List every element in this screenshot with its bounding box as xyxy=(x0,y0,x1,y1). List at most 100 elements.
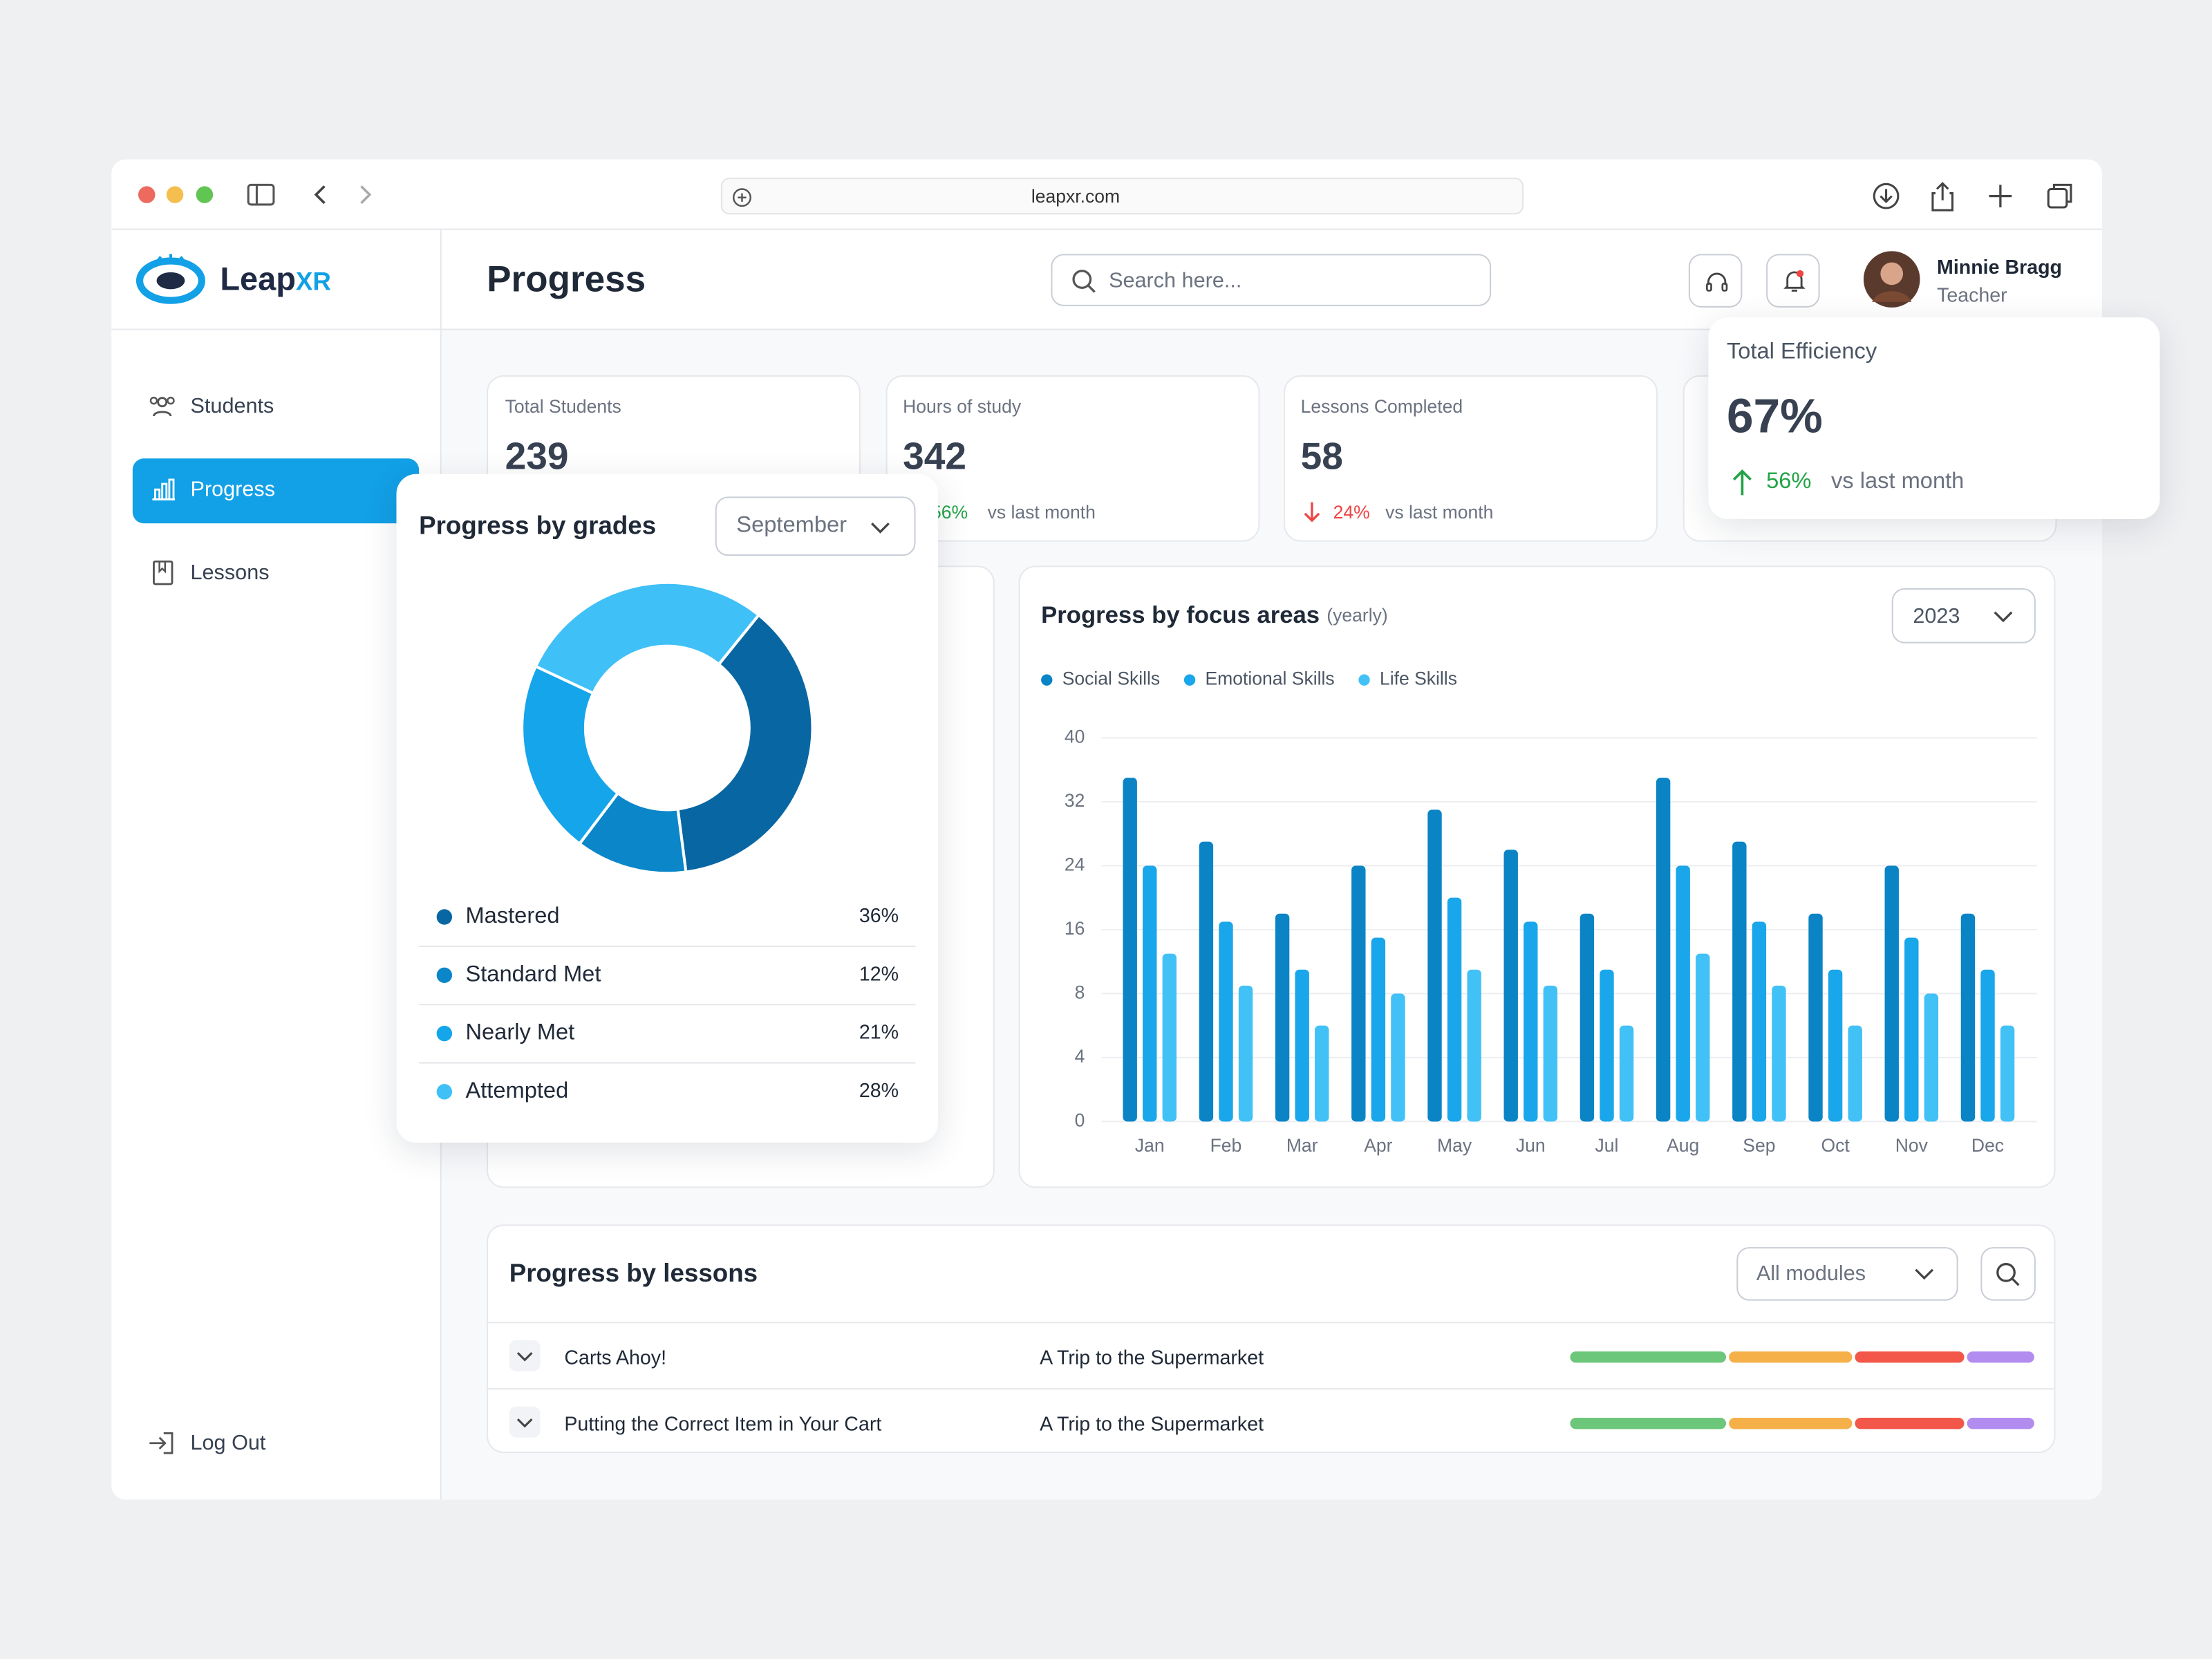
value-label: 21% xyxy=(859,1022,899,1044)
progress-segment xyxy=(1967,1418,2034,1430)
expand-button[interactable] xyxy=(509,1340,541,1371)
bar xyxy=(1238,985,1253,1122)
bar xyxy=(1467,969,1481,1122)
lesson-name: Putting the Correct Item in Your Cart xyxy=(564,1412,882,1435)
efficiency-note: vs last month xyxy=(1830,469,1965,494)
legend-label: Mastered xyxy=(465,902,559,928)
modules-dropdown[interactable]: All modules xyxy=(1736,1247,1958,1301)
chevron xyxy=(516,1418,533,1428)
grades-popup: Progress by grades September Mastered 36%… xyxy=(396,474,939,1143)
progress-bar xyxy=(1570,1351,2034,1363)
y-tick-label: 16 xyxy=(1065,918,1085,939)
progress-segment xyxy=(1570,1418,1727,1430)
stat-change: 24% xyxy=(1333,501,1370,523)
legend-label: Emotional Skills xyxy=(1206,668,1335,689)
students-icon xyxy=(149,396,175,417)
donut-slice xyxy=(534,581,761,695)
search-placeholder: Search here... xyxy=(1109,268,1242,293)
efficiency-card: Total Efficiency 67% 56% vs last month xyxy=(1708,317,2160,520)
url-bar[interactable]: leapxr.com xyxy=(720,178,1524,215)
x-tick-label: Dec xyxy=(1971,1135,2004,1156)
lesson-row: Carts Ahoy! A Trip to the Supermarket xyxy=(488,1322,2054,1388)
x-tick-label: Apr xyxy=(1364,1135,1392,1156)
lessons-search[interactable] xyxy=(1980,1247,2036,1301)
y-tick-label: 0 xyxy=(1075,1109,1085,1130)
avatar[interactable] xyxy=(1863,251,1920,308)
progress-segment xyxy=(1729,1418,1853,1430)
stat-label: Lessons Completed xyxy=(1300,395,1463,418)
lessons-rows: Carts Ahoy! A Trip to the Supermarket Putt… xyxy=(488,1322,2054,1454)
bar xyxy=(1656,778,1671,1122)
nav-item[interactable]: Students xyxy=(190,394,274,419)
donut-slice xyxy=(521,664,620,846)
bar xyxy=(1808,913,1823,1122)
bar xyxy=(1524,921,1538,1122)
lesson-module: A Trip to the Supermarket xyxy=(1040,1412,1264,1435)
progress-segment xyxy=(1570,1351,1727,1363)
x-tick-label: Feb xyxy=(1210,1135,1242,1156)
bar xyxy=(1295,969,1309,1122)
bar xyxy=(1199,841,1214,1122)
chevron-path xyxy=(516,1352,533,1362)
chart-title-text: Progress by focus areas xyxy=(1041,602,1320,628)
stat-card: Hours of study 342 56% vs last month xyxy=(885,375,1260,542)
dropdown-value: 2023 xyxy=(1913,604,1960,629)
lesson-name: Carts Ahoy! xyxy=(564,1345,667,1369)
legend-label: Social Skills xyxy=(1062,668,1160,689)
logout[interactable]: Log Out xyxy=(190,1431,266,1456)
nav-item[interactable]: Progress xyxy=(190,477,276,502)
stat-card: Lessons Completed 58 24% vs last month xyxy=(1284,375,1658,542)
legend-dot xyxy=(1183,674,1196,686)
bar xyxy=(1580,913,1595,1122)
nav-active[interactable] xyxy=(132,458,420,524)
efficiency-label: Total Efficiency xyxy=(1726,339,1877,364)
support-button[interactable] xyxy=(1688,254,1743,308)
month-dropdown[interactable]: September xyxy=(715,496,916,556)
bar xyxy=(1960,913,1976,1122)
bar xyxy=(1732,841,1747,1122)
bar xyxy=(1371,937,1386,1122)
chart-title: Progress by grades xyxy=(419,511,657,540)
notifications-button[interactable] xyxy=(1766,254,1820,308)
bar xyxy=(1315,1025,1329,1122)
up-arrow xyxy=(1732,469,1752,496)
x-tick-label: Aug xyxy=(1667,1135,1699,1156)
url-icon xyxy=(732,188,751,207)
value-label: 36% xyxy=(859,905,899,927)
x-tick-label: May xyxy=(1437,1135,1472,1156)
x-tick-label: Jul xyxy=(1595,1135,1619,1156)
bar xyxy=(1543,985,1558,1122)
toolbar-icons[interactable] xyxy=(1865,178,2077,214)
donut-chart: Mastered 36% Standard Met 12% Nearly Met 21% A… xyxy=(419,581,916,1103)
window-controls[interactable] xyxy=(127,175,409,217)
stat-value: 342 xyxy=(903,435,967,478)
lessons-card: Progress by lessons All modules Carts Ah… xyxy=(487,1224,2056,1454)
url-text: leapxr.com xyxy=(1031,185,1121,207)
stat-note: vs last month xyxy=(1385,501,1494,523)
bar xyxy=(1427,809,1442,1122)
bar xyxy=(1884,865,1899,1122)
legend-label: Life Skills xyxy=(1380,668,1457,689)
nav-item[interactable]: Lessons xyxy=(190,561,270,585)
brand: LeapXR xyxy=(220,261,331,299)
x-tick-label: Oct xyxy=(1821,1135,1850,1156)
y-tick-label: 40 xyxy=(1065,726,1085,747)
donut-slice xyxy=(676,612,814,874)
bar xyxy=(1924,993,1939,1122)
bar xyxy=(1275,913,1290,1122)
bar xyxy=(1828,969,1843,1122)
bar xyxy=(1123,778,1137,1122)
bar xyxy=(1772,985,1786,1122)
year-dropdown[interactable]: 2023 xyxy=(1891,588,2036,644)
bar xyxy=(1752,921,1767,1122)
stat-value: 58 xyxy=(1300,435,1343,478)
expand-button[interactable] xyxy=(509,1406,541,1438)
dropdown-value: September xyxy=(736,513,847,538)
y-tick-label: 8 xyxy=(1075,982,1085,1002)
bar xyxy=(1980,969,1995,1122)
progress-segment xyxy=(1967,1351,2034,1363)
legend-dot xyxy=(1358,674,1370,686)
search-box[interactable]: Search here... xyxy=(1051,254,1492,306)
user-role: Teacher xyxy=(1937,283,2007,306)
